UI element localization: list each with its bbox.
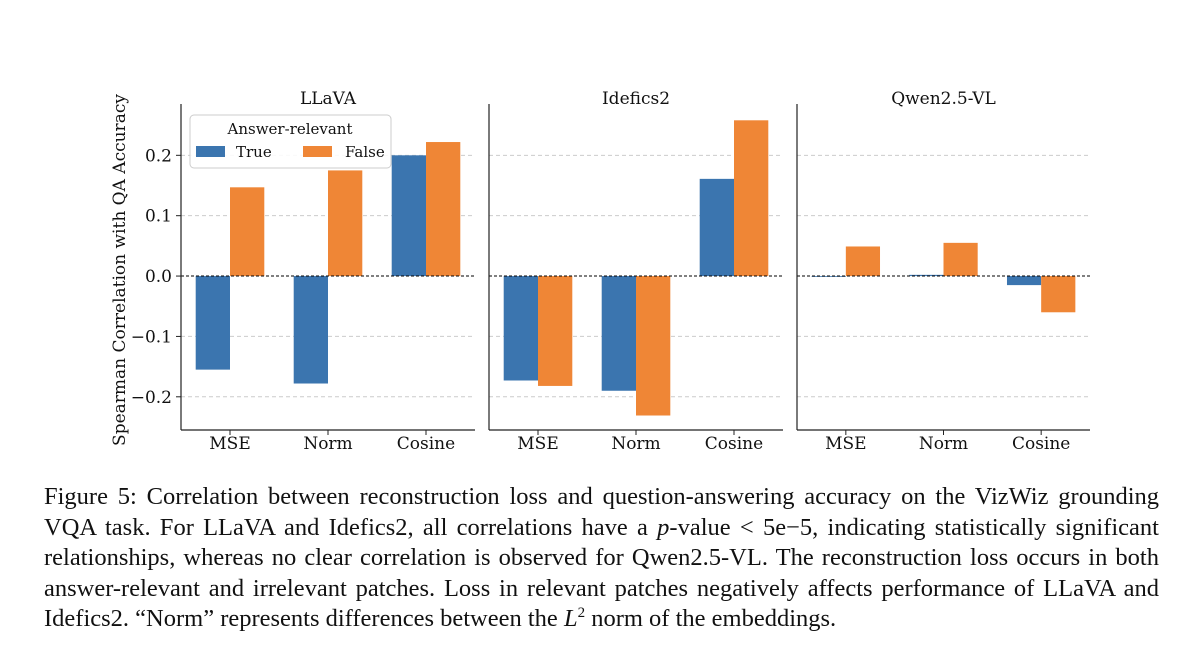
caption-l-superscript: 2 — [577, 604, 586, 621]
caption-p-italic: p — [657, 513, 670, 541]
caption-l-italic: L — [563, 605, 578, 632]
figure-chart: Spearman Correlation with QA Accuracy MS… — [110, 89, 1090, 454]
y-tick-label: 0.2 — [145, 146, 172, 166]
caption-text-1: Figure 5: Correlation between reconstruc… — [44, 483, 1159, 541]
bar-llava-cosine-false — [426, 142, 461, 277]
bar-qwen2-5-vl-mse-false — [845, 246, 881, 277]
bar-llava-mse-false — [230, 187, 265, 277]
bar-idefics2-cosine-true — [699, 178, 734, 277]
bar-idefics2-norm-true — [601, 276, 636, 391]
legend-box — [189, 114, 392, 169]
legend-label-true: True — [236, 143, 272, 161]
y-tick-label: −0.2 — [131, 388, 172, 408]
x-tick-label: Cosine — [397, 434, 455, 454]
bar-llava-norm-true — [293, 276, 328, 384]
bar-idefics2-mse-true — [503, 276, 538, 381]
x-tick-label: Norm — [611, 434, 660, 454]
y-tick-label: 0.1 — [145, 207, 172, 227]
bar-qwen2-5-vl-cosine-true — [1006, 276, 1042, 286]
x-tick-label: Norm — [919, 434, 968, 454]
bar-qwen2-5-vl-norm-true — [909, 274, 944, 277]
x-tick-label: MSE — [517, 434, 558, 454]
bar-qwen2-5-vl-cosine-false — [1041, 276, 1076, 313]
panel-title: Qwen2.5-VL — [891, 89, 996, 109]
panel-title: LLaVA — [300, 89, 357, 109]
y-axis-label: Spearman Correlation with QA Accuracy — [110, 94, 130, 446]
y-tick-label: −0.1 — [131, 327, 172, 347]
caption-text-2: -value < 5e−5, indicating statistically … — [44, 513, 1159, 633]
panel-0: MSE Norm Cosine LLaVA 0.2 0.1 0.0 −0.1 −0.2 — [131, 89, 475, 454]
x-tick-label: MSE — [209, 434, 250, 454]
figure-caption: Figure 5: Correlation between reconstruc… — [44, 482, 1159, 635]
x-tick-label: Norm — [303, 434, 352, 454]
bar-idefics2-norm-false — [636, 276, 671, 416]
legend: Answer-relevant True False — [189, 114, 392, 169]
legend-swatch-false — [303, 146, 332, 157]
caption-text-3: norm of the embeddings. — [585, 605, 837, 632]
y-tick-label: 0.0 — [145, 267, 172, 287]
x-tick-label: Cosine — [1012, 434, 1070, 454]
panel-title: Idefics2 — [602, 89, 670, 109]
legend-swatch-true — [196, 146, 225, 157]
x-tick-label: Cosine — [705, 434, 763, 454]
bar-llava-norm-false — [328, 170, 363, 277]
x-tick-label: MSE — [825, 434, 866, 454]
bar-qwen2-5-vl-norm-false — [943, 242, 978, 277]
panel-1: MSE Norm Cosine Idefics2 — [488, 89, 783, 454]
bar-idefics2-mse-false — [538, 276, 573, 386]
panel-2: MSE Norm Cosine Qwen2.5-VL — [796, 89, 1090, 454]
legend-label-false: False — [345, 143, 385, 161]
bar-llava-mse-true — [195, 276, 230, 370]
bar-llava-cosine-true — [391, 155, 426, 277]
bar-idefics2-cosine-false — [734, 120, 769, 277]
legend-title: Answer-relevant — [227, 120, 353, 138]
